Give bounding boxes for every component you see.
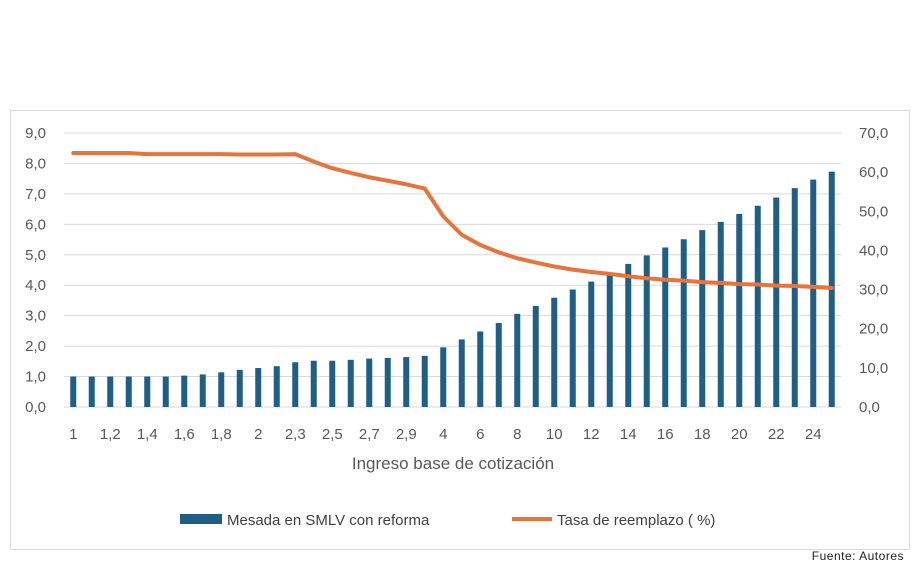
bar — [329, 360, 336, 407]
x-tick-label: 24 — [805, 426, 822, 443]
bar — [403, 357, 410, 407]
y-left-tick-label: 7,0 — [25, 186, 46, 203]
bar — [310, 360, 317, 407]
bar — [495, 322, 502, 407]
x-tick-label: 1,2 — [100, 426, 121, 443]
source-note: Fuente: Autores — [811, 549, 904, 563]
y-right-tick-label: 70,0 — [859, 125, 888, 142]
x-tick-label: 20 — [731, 426, 748, 443]
x-axis-title: Ingreso base de cotización — [352, 454, 554, 473]
y-left-tick-label: 2,0 — [25, 338, 46, 355]
bar — [347, 359, 354, 407]
y-right-tick-label: 50,0 — [859, 203, 888, 220]
x-tick-label: 2,7 — [359, 426, 380, 443]
bar — [680, 239, 687, 407]
x-tick-label: 10 — [546, 426, 563, 443]
x-tick-label: 18 — [694, 426, 711, 443]
y-right-tick-label: 60,0 — [859, 164, 888, 181]
x-tick-label: 4 — [439, 426, 447, 443]
bar — [514, 313, 521, 407]
bar — [440, 347, 447, 407]
x-tick-label: 1 — [69, 426, 77, 443]
bar — [662, 247, 669, 407]
x-tick-label: 1,6 — [174, 426, 195, 443]
x-tick-label: 6 — [476, 426, 484, 443]
x-tick-label: 22 — [768, 426, 785, 443]
bar — [199, 374, 206, 407]
y-right-tick-label: 30,0 — [859, 282, 888, 299]
bar — [477, 331, 484, 407]
bar — [736, 213, 743, 407]
x-tick-label: 1,8 — [211, 426, 232, 443]
bar — [791, 188, 798, 407]
bar — [588, 281, 595, 407]
y-left-tick-label: 3,0 — [25, 308, 46, 325]
bar — [125, 376, 132, 407]
bar — [88, 376, 95, 407]
bar — [181, 375, 188, 407]
bar — [717, 221, 724, 407]
legend-label-mesada: Mesada en SMLV con reforma — [227, 512, 430, 529]
y-left-tick-label: 0,0 — [25, 399, 46, 416]
bar — [384, 357, 391, 407]
bar — [421, 355, 428, 407]
bar — [273, 366, 280, 407]
x-tick-label: 14 — [620, 426, 637, 443]
bar — [643, 255, 650, 407]
bar — [699, 230, 706, 407]
x-tick-label: 16 — [657, 426, 674, 443]
y-right-tick-label: 20,0 — [859, 321, 888, 338]
y-left-tick-label: 8,0 — [25, 155, 46, 172]
x-tick-label: 2,3 — [285, 426, 306, 443]
bar — [255, 368, 262, 407]
y-right-tick-label: 10,0 — [859, 360, 888, 377]
bar — [292, 362, 299, 407]
bar — [70, 376, 77, 407]
bar — [107, 376, 114, 407]
chart-frame — [10, 110, 910, 550]
y-right-tick-label: 0,0 — [859, 399, 880, 416]
legend-label-tasa: Tasa de reemplazo ( %) — [557, 512, 715, 529]
bar — [810, 179, 817, 407]
bar — [236, 369, 243, 407]
legend-bar-swatch — [180, 514, 222, 524]
bar — [551, 297, 558, 407]
y-left-tick-label: 9,0 — [25, 125, 46, 142]
y-left-tick-label: 5,0 — [25, 247, 46, 264]
y-left-tick-label: 6,0 — [25, 216, 46, 233]
x-tick-label: 1,4 — [137, 426, 158, 443]
y-left-tick-label: 4,0 — [25, 277, 46, 294]
bar — [773, 197, 780, 407]
y-left-tick-label: 1,0 — [25, 369, 46, 386]
bar — [532, 305, 539, 407]
y-right-tick-label: 40,0 — [859, 242, 888, 259]
x-tick-label: 8 — [513, 426, 521, 443]
bar — [625, 263, 632, 407]
x-tick-label: 2,5 — [322, 426, 343, 443]
bar — [569, 289, 576, 407]
bar — [458, 339, 465, 407]
x-tick-label: 12 — [583, 426, 600, 443]
bar — [754, 205, 761, 407]
line-series-tasa — [71, 150, 834, 291]
x-tick-label: 2,9 — [396, 426, 417, 443]
bar — [162, 376, 169, 407]
x-tick-label: 2 — [254, 426, 262, 443]
bar — [144, 376, 151, 407]
bar — [218, 372, 225, 407]
bar — [366, 358, 373, 407]
bar — [606, 273, 613, 407]
